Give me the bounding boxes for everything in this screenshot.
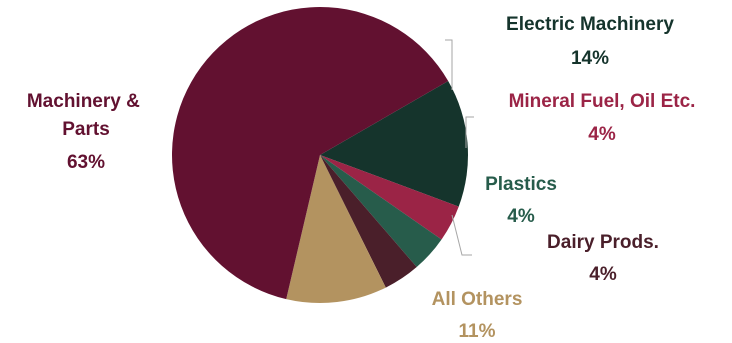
pie-slice-mineral-fuel-oil-etc — [320, 155, 459, 240]
value-all-others: 11% — [459, 321, 496, 342]
pie-slice-plastics — [320, 155, 442, 268]
leader-mineral-fuel — [465, 116, 474, 148]
label-machinery-parts: Machinery & Parts — [27, 91, 145, 140]
pie-slice-machinery-parts — [171, 7, 449, 300]
label-electric-machinery: Electric Machinery — [506, 14, 674, 35]
label-all-others: All Others — [432, 289, 523, 310]
pie-slice-all-others — [286, 155, 386, 304]
value-machinery-parts: 63% — [67, 152, 105, 173]
leader-dairy-prods — [451, 214, 472, 256]
label-machinery-parts-line1: Machinery & — [27, 91, 140, 112]
leader-electric-machinery — [445, 39, 453, 90]
label-plastics: Plastics — [485, 174, 557, 195]
value-dairy-prods: 4% — [589, 264, 617, 285]
value-mineral-fuel: 4% — [588, 124, 616, 145]
pie-slice-dairy-prods — [320, 155, 417, 288]
label-mineral-fuel: Mineral Fuel, Oil Etc. — [509, 91, 696, 112]
value-electric-machinery: 14% — [571, 48, 609, 69]
leader-lines — [445, 39, 474, 256]
value-plastics: 4% — [507, 206, 535, 227]
label-dairy-prods: Dairy Prods. — [547, 232, 659, 253]
label-machinery-parts-line2: Parts — [62, 119, 110, 140]
pie-slices — [171, 7, 469, 304]
pie-slice-electric-machinery — [320, 81, 469, 207]
